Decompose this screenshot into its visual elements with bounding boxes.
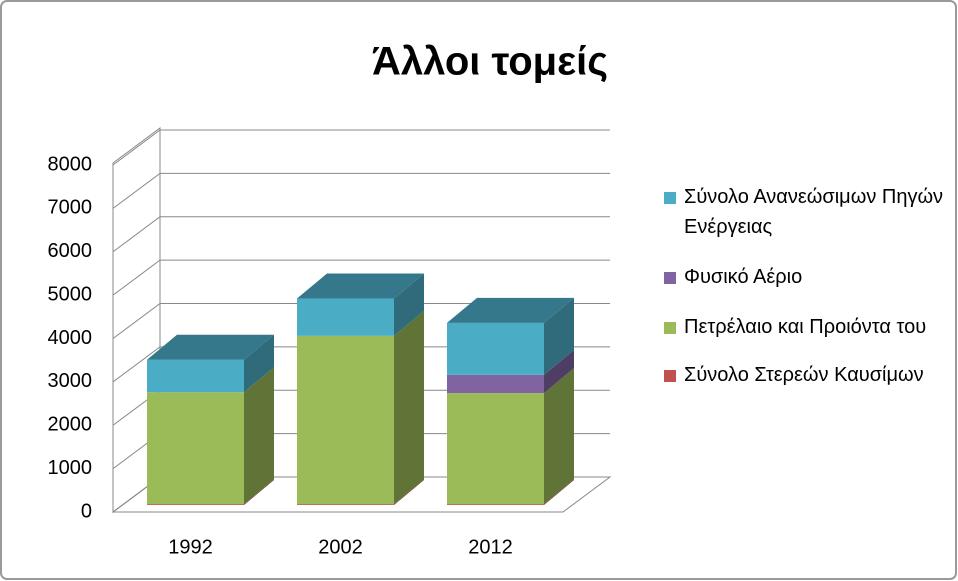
- y-tick-label: 4000: [48, 327, 93, 349]
- bar-front: [147, 504, 244, 505]
- x-tick-label: 2002: [318, 536, 363, 558]
- y-tick-label: 0: [81, 500, 92, 522]
- legend-item: Πετρέλαιο και Προιόντα του: [664, 312, 949, 342]
- x-tick-label: 2012: [468, 536, 513, 558]
- grid-line: [112, 303, 610, 339]
- grid-line: [112, 216, 610, 253]
- bar-top: [147, 334, 274, 360]
- grid-line: [112, 259, 610, 296]
- legend-label: Σύνολο Στερεών Καυσίμων: [684, 364, 924, 386]
- legend-item: Φυσικό Αέριο: [664, 262, 949, 292]
- x-tick-label: 1992: [168, 536, 213, 558]
- legend-label: Φυσικό Αέριο: [684, 266, 803, 288]
- bar-side: [394, 479, 424, 505]
- bar-front: [297, 335, 394, 505]
- bar-front: [297, 298, 394, 336]
- legend-item: Σύνολο Στερεών Καυσίμων: [664, 360, 949, 390]
- bar-side: [544, 368, 574, 505]
- bar-front: [147, 359, 244, 393]
- legend-label: Πετρέλαιο και Προιόντα του: [684, 316, 927, 338]
- y-tick-label: 7000: [48, 197, 93, 219]
- bar-top: [447, 297, 574, 323]
- y-tick-label: 3000: [48, 370, 93, 392]
- legend-swatch: [664, 322, 676, 334]
- legend-swatch: [664, 370, 676, 382]
- bar-front: [147, 392, 244, 505]
- chart-title: Άλλοι τομείς: [372, 40, 608, 84]
- bar-side: [544, 479, 574, 505]
- legend-label: Σύνολο Ανανεώσιμων Πηγών Ενέργειας: [684, 186, 944, 238]
- legend: Σύνολο Ανανεώσιμων Πηγών Ενέργειας Φυσικό…: [664, 182, 949, 390]
- y-tick-label: 6000: [48, 240, 93, 262]
- bar-side: [544, 349, 574, 394]
- y-tick-label: 2000: [48, 414, 93, 436]
- bar-side: [394, 273, 424, 336]
- bar-side: [244, 479, 274, 505]
- bar-top: [297, 273, 424, 299]
- legend-swatch: [664, 192, 676, 204]
- bar-front: [447, 374, 544, 394]
- grid-line: [112, 129, 610, 166]
- y-tick-label: 1000: [48, 457, 93, 479]
- y-tick-label: 8000: [48, 153, 93, 175]
- y-tick-label: 5000: [48, 283, 93, 305]
- bar-front: [447, 504, 544, 505]
- bar-front: [447, 393, 544, 505]
- bar-front: [297, 504, 394, 505]
- bar-front: [447, 322, 544, 375]
- bar-side: [244, 334, 274, 393]
- legend-item: Σύνολο Ανανεώσιμων Πηγών Ενέργειας: [664, 182, 949, 242]
- bar-side: [394, 310, 424, 505]
- bar-side: [544, 297, 574, 375]
- grid-line: [112, 172, 610, 209]
- bar-side: [244, 367, 274, 505]
- legend-swatch: [664, 272, 676, 284]
